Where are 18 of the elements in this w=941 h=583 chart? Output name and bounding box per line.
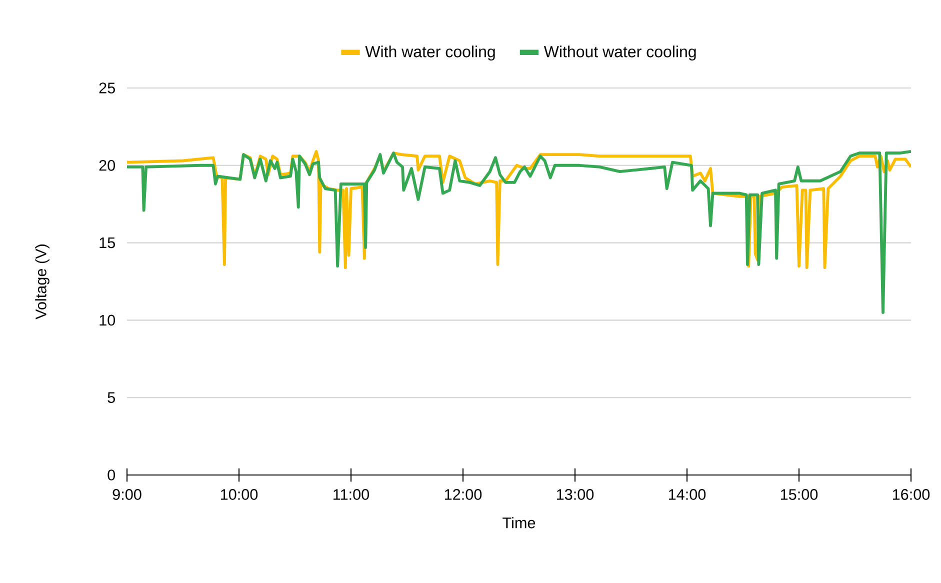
- y-tick-label: 20: [99, 160, 116, 171]
- y-tick-label: 5: [108, 392, 115, 403]
- y-tick-label: 25: [99, 82, 115, 94]
- x-tick-label: 16:00: [892, 489, 930, 500]
- x-tick-label: 13:00: [556, 489, 594, 500]
- legend-label: With water cooling: [365, 46, 495, 61]
- x-tick-label: 9:00: [112, 489, 142, 500]
- y-tick-label: 10: [100, 314, 116, 326]
- y-axis-title: Voltage (V): [35, 244, 50, 320]
- x-axis-title: Time: [502, 517, 536, 528]
- y-tick-label: 15: [100, 237, 115, 248]
- x-tick-label: 12:00: [444, 489, 482, 500]
- y-tick-label: 0: [108, 470, 116, 480]
- x-tick-label: 14:00: [668, 489, 706, 500]
- x-tick-label: 10:00: [220, 489, 258, 500]
- x-tick-label: 15:00: [780, 489, 818, 500]
- x-tick-label: 11:00: [334, 489, 370, 500]
- legend-label: Without water cooling: [544, 46, 696, 61]
